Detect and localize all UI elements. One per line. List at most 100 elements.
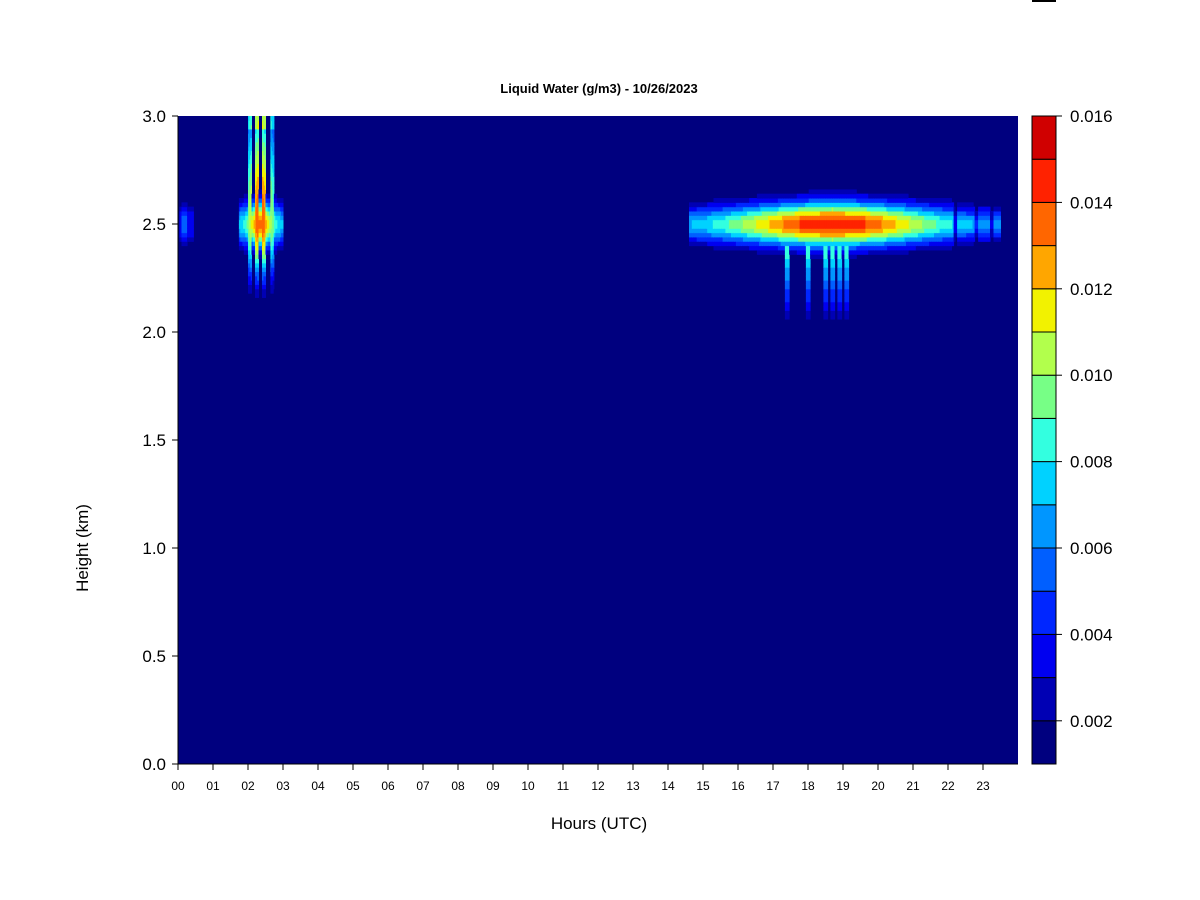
heatmap-cell bbox=[837, 280, 839, 285]
heatmap-cell bbox=[246, 198, 248, 203]
heatmap-cell bbox=[759, 215, 761, 221]
heatmap-cell bbox=[736, 206, 738, 212]
heatmap-cell bbox=[264, 154, 266, 160]
heatmap-cell bbox=[839, 198, 841, 203]
heatmap-cell bbox=[278, 224, 280, 229]
heatmap-cell bbox=[185, 202, 187, 208]
heatmap-cell bbox=[775, 193, 777, 199]
heatmap-cell bbox=[249, 206, 251, 212]
heatmap-cell bbox=[785, 206, 787, 212]
heatmap-cell bbox=[264, 267, 266, 273]
heatmap-cell bbox=[271, 271, 273, 277]
heatmap-cell bbox=[818, 211, 820, 216]
heatmap-cell bbox=[263, 116, 265, 121]
heatmap-cell bbox=[273, 258, 275, 264]
heatmap-cell bbox=[787, 297, 789, 303]
heatmap-cell bbox=[245, 206, 247, 212]
heatmap-cell bbox=[258, 232, 260, 238]
heatmap-cell bbox=[840, 211, 843, 216]
heatmap-cell bbox=[704, 224, 706, 229]
heatmap-cell bbox=[272, 284, 274, 290]
heatmap-cell bbox=[256, 211, 258, 216]
heatmap-cell bbox=[770, 206, 772, 212]
heatmap-cell bbox=[800, 249, 802, 255]
heatmap-cell bbox=[747, 224, 749, 229]
heatmap-cell bbox=[826, 280, 829, 285]
heatmap-cell bbox=[801, 245, 803, 251]
heatmap-cell bbox=[252, 219, 254, 225]
heatmap-cell bbox=[840, 258, 843, 264]
heatmap-cell bbox=[181, 228, 183, 234]
heatmap-cell bbox=[726, 206, 728, 212]
heatmap-cell bbox=[825, 236, 827, 242]
heatmap-cell bbox=[273, 284, 275, 290]
heatmap-cell bbox=[772, 193, 774, 199]
heatmap-cell bbox=[746, 241, 748, 247]
heatmap-cell bbox=[741, 236, 743, 242]
heatmap-cell bbox=[707, 232, 709, 238]
heatmap-cell bbox=[806, 297, 808, 303]
heatmap-cell bbox=[822, 198, 824, 203]
heatmap-cell bbox=[769, 232, 771, 238]
heatmap-cell bbox=[255, 280, 257, 285]
heatmap-cell bbox=[735, 245, 737, 251]
heatmap-cell bbox=[243, 228, 245, 234]
heatmap-cell bbox=[766, 232, 768, 238]
heatmap-cell bbox=[714, 206, 717, 212]
heatmap-cell bbox=[807, 249, 809, 255]
heatmap-cell bbox=[805, 224, 807, 229]
heatmap-cell bbox=[736, 236, 738, 242]
heatmap-cell bbox=[788, 258, 790, 264]
heatmap-cell bbox=[788, 306, 790, 311]
heatmap-cell bbox=[717, 219, 719, 225]
heatmap-cell bbox=[829, 215, 831, 221]
heatmap-cell bbox=[258, 215, 260, 221]
heatmap-cell bbox=[243, 241, 245, 247]
heatmap-cell bbox=[826, 219, 828, 225]
heatmap-cell bbox=[261, 198, 263, 203]
heatmap-cell bbox=[809, 211, 811, 216]
heatmap-cell bbox=[831, 310, 833, 316]
heatmap-cell bbox=[792, 215, 794, 221]
heatmap-cell bbox=[792, 206, 794, 212]
heatmap-cell bbox=[835, 206, 837, 212]
heatmap-cell bbox=[257, 224, 259, 229]
heatmap-cell bbox=[812, 232, 814, 238]
heatmap-cell bbox=[807, 232, 809, 238]
heatmap-cell bbox=[801, 232, 803, 238]
heatmap-cell bbox=[273, 215, 275, 221]
heatmap-cell bbox=[281, 241, 283, 247]
heatmap-cell bbox=[793, 224, 795, 229]
heatmap-cell bbox=[831, 198, 833, 203]
heatmap-cell bbox=[828, 245, 830, 251]
heatmap-cell bbox=[839, 224, 841, 229]
heatmap-cell bbox=[273, 202, 276, 208]
heatmap-cell bbox=[255, 185, 257, 190]
heatmap-cell bbox=[820, 224, 822, 229]
heatmap-cell bbox=[823, 224, 825, 229]
heatmap-cell bbox=[263, 141, 265, 147]
heatmap-cell bbox=[258, 198, 260, 203]
heatmap-cell bbox=[772, 211, 774, 216]
heatmap-cell bbox=[250, 202, 252, 208]
heatmap-cell bbox=[701, 232, 703, 238]
heatmap-cell bbox=[752, 228, 754, 234]
heatmap-cell bbox=[256, 293, 258, 298]
heatmap-cell bbox=[266, 202, 269, 208]
heatmap-cell bbox=[255, 275, 257, 281]
heatmap-cell bbox=[830, 314, 832, 320]
heatmap-cell bbox=[781, 219, 783, 225]
heatmap-cell bbox=[803, 245, 805, 251]
heatmap-cell bbox=[250, 215, 252, 221]
heatmap-cell bbox=[809, 310, 811, 316]
heatmap-cell bbox=[800, 198, 802, 203]
heatmap-cell bbox=[782, 241, 784, 247]
heatmap-cell bbox=[733, 232, 735, 238]
heatmap-cell bbox=[271, 258, 273, 264]
heatmap-cell bbox=[825, 297, 827, 303]
heatmap-cell bbox=[243, 236, 245, 242]
heatmap-cell bbox=[248, 211, 250, 216]
heatmap-cell bbox=[264, 189, 266, 195]
heatmap-cell bbox=[781, 236, 783, 242]
heatmap-cell bbox=[264, 211, 266, 216]
